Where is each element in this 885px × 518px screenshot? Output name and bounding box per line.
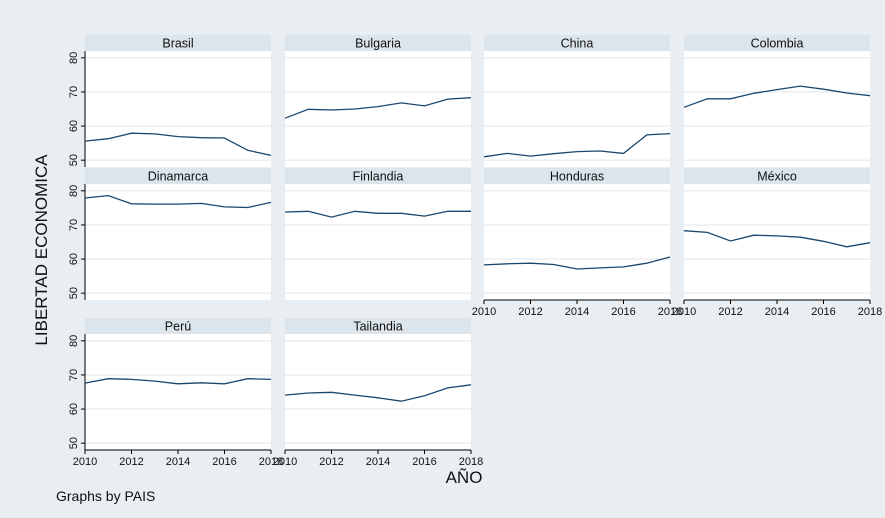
panel-title: Honduras xyxy=(550,170,604,184)
series-line-china xyxy=(483,132,671,158)
plot-area xyxy=(85,51,271,167)
x-tick-label: 2018 xyxy=(658,306,682,318)
series-line-dinamarca xyxy=(84,194,272,209)
x-tick-label: 2016 xyxy=(212,456,236,468)
x-tick-label: 2010 xyxy=(273,456,297,468)
series-line-brasil xyxy=(84,132,272,157)
x-tick-label: 2010 xyxy=(672,306,696,318)
panel-title: Bulgaria xyxy=(355,37,401,51)
panel-honduras: Honduras 2010 2012 2014 2016 2018 xyxy=(472,168,682,318)
plot-area xyxy=(484,184,670,300)
series-line-honduras xyxy=(483,256,671,270)
series-line-mexico xyxy=(683,230,871,248)
x-tick-label: 2018 xyxy=(459,456,483,468)
panel-tailandia: Tailandia 2010 2012 2014 2016 2018 xyxy=(273,318,483,468)
panel-finlandia: Finlandia xyxy=(284,168,471,300)
panel-strip xyxy=(85,168,271,184)
y-tick-label: 50 xyxy=(68,437,80,449)
y-tick-label: 50 xyxy=(68,287,80,299)
plot-area xyxy=(484,51,670,167)
panel-colombia: Colombia xyxy=(683,35,871,167)
plot-area xyxy=(684,184,870,300)
x-tick-label: 2012 xyxy=(518,306,542,318)
panel-strip xyxy=(285,168,471,184)
y-tick-label: 70 xyxy=(68,369,80,381)
x-tick-label: 2014 xyxy=(166,456,190,468)
graphs-by-note: Graphs by PAIS xyxy=(56,488,155,504)
y-tick-label: 70 xyxy=(68,86,80,98)
panel-strip xyxy=(285,35,471,51)
series-line-finlandia xyxy=(284,210,471,218)
panel-strip xyxy=(85,318,271,334)
series-line-bulgaria xyxy=(284,97,472,119)
plot-area xyxy=(85,184,271,300)
y-tick-label: 60 xyxy=(68,403,80,415)
panel-title: Colombia xyxy=(751,37,804,51)
y-tick-label: 70 xyxy=(68,219,80,231)
y-tick-label: 60 xyxy=(68,120,80,132)
plot-area xyxy=(285,184,471,300)
panel-title: Perú xyxy=(165,320,191,334)
x-tick-label: 2014 xyxy=(366,456,390,468)
x-tick-label: 2018 xyxy=(858,306,882,318)
x-tick-label: 2016 xyxy=(412,456,436,468)
x-tick-label: 2014 xyxy=(765,306,789,318)
panel-strip xyxy=(85,35,271,51)
y-tick-label: 80 xyxy=(68,52,80,64)
plot-area xyxy=(285,334,471,450)
x-tick-label: 2016 xyxy=(611,306,635,318)
series-line-peru xyxy=(84,378,272,385)
panel-bulgaria: Bulgaria xyxy=(284,35,472,167)
panel-title: Finlandia xyxy=(353,170,404,184)
x-tick-label: 2018 xyxy=(259,456,283,468)
panel-title: México xyxy=(757,170,797,184)
y-tick-label: 60 xyxy=(68,253,80,265)
plot-area xyxy=(85,334,271,450)
y-tick-label: 80 xyxy=(68,185,80,197)
x-tick-label: 2012 xyxy=(718,306,742,318)
panel-strip xyxy=(684,168,870,184)
panel-strip xyxy=(684,35,870,51)
y-tick-label: 80 xyxy=(68,335,80,347)
panel-strip xyxy=(285,318,471,334)
panel-title: Brasil xyxy=(162,37,193,51)
panel-strip xyxy=(484,168,670,184)
x-axis-label: AÑO xyxy=(446,468,483,487)
x-tick-label: 2012 xyxy=(119,456,143,468)
series-line-tailandia xyxy=(284,384,472,402)
panel-china: China xyxy=(483,35,671,167)
y-axis-label: LIBERTAD ECONOMICA xyxy=(32,154,51,346)
panel-title: Dinamarca xyxy=(148,170,208,184)
panel-grid: Brasil 50 60 70 80 Bulgaria China Colombia Dinam… xyxy=(68,35,882,468)
panel-brasil: Brasil 50 60 70 80 xyxy=(68,35,272,167)
panel-peru: Perú 50 60 70 80 2010 2012 2014 2016 2018 xyxy=(68,318,283,468)
y-tick-label: 50 xyxy=(68,154,80,166)
panel-title: China xyxy=(561,37,594,51)
panel-mexico: México 2010 2012 2014 2016 2018 xyxy=(672,168,882,318)
x-tick-label: 2010 xyxy=(73,456,97,468)
x-tick-label: 2012 xyxy=(319,456,343,468)
panel-title: Tailandia xyxy=(353,320,402,334)
x-tick-label: 2010 xyxy=(472,306,496,318)
plot-area xyxy=(684,51,870,167)
series-line-colombia xyxy=(683,85,871,108)
x-tick-label: 2014 xyxy=(565,306,589,318)
x-tick-label: 2016 xyxy=(811,306,835,318)
panel-dinamarca: Dinamarca 50 60 70 80 xyxy=(68,168,272,300)
panel-strip xyxy=(484,35,670,51)
